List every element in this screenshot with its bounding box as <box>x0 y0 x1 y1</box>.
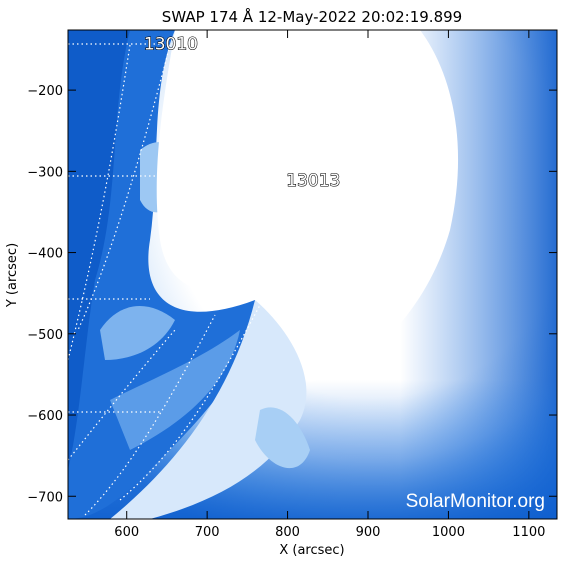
y-tick-label: −600 <box>27 409 63 424</box>
active-region-label: 13010 <box>144 34 198 54</box>
x-tick-label: 800 <box>275 525 300 540</box>
y-axis: −200 −300 −400 −500 −600 −700 <box>27 84 557 505</box>
x-tick-label: 1000 <box>432 525 465 540</box>
active-region-label: 13013 <box>286 171 340 191</box>
x-tick-label: 1100 <box>512 525 545 540</box>
active-region-labels: 13010 13013 <box>143 34 341 192</box>
heliographic-grid <box>68 43 261 516</box>
chart-title: SWAP 174 Å 12-May-2022 20:02:19.899 <box>162 7 462 26</box>
x-axis-label: X (arcsec) <box>279 543 344 558</box>
x-tick-label: 600 <box>114 525 139 540</box>
x-tick-label: 900 <box>356 525 381 540</box>
y-tick-label: −500 <box>27 328 63 343</box>
y-tick-label: −700 <box>27 490 63 505</box>
x-axis: 600 700 800 900 1000 1100 <box>114 30 545 540</box>
y-tick-label: −200 <box>27 84 63 99</box>
y-tick-label: −300 <box>27 165 63 180</box>
x-tick-label: 700 <box>195 525 220 540</box>
y-tick-label: −400 <box>27 247 63 262</box>
y-axis-label: Y (arcsec) <box>5 243 20 308</box>
watermark: SolarMonitor.org <box>406 491 545 512</box>
solar-image <box>68 30 557 519</box>
plot-frame <box>67 29 558 520</box>
